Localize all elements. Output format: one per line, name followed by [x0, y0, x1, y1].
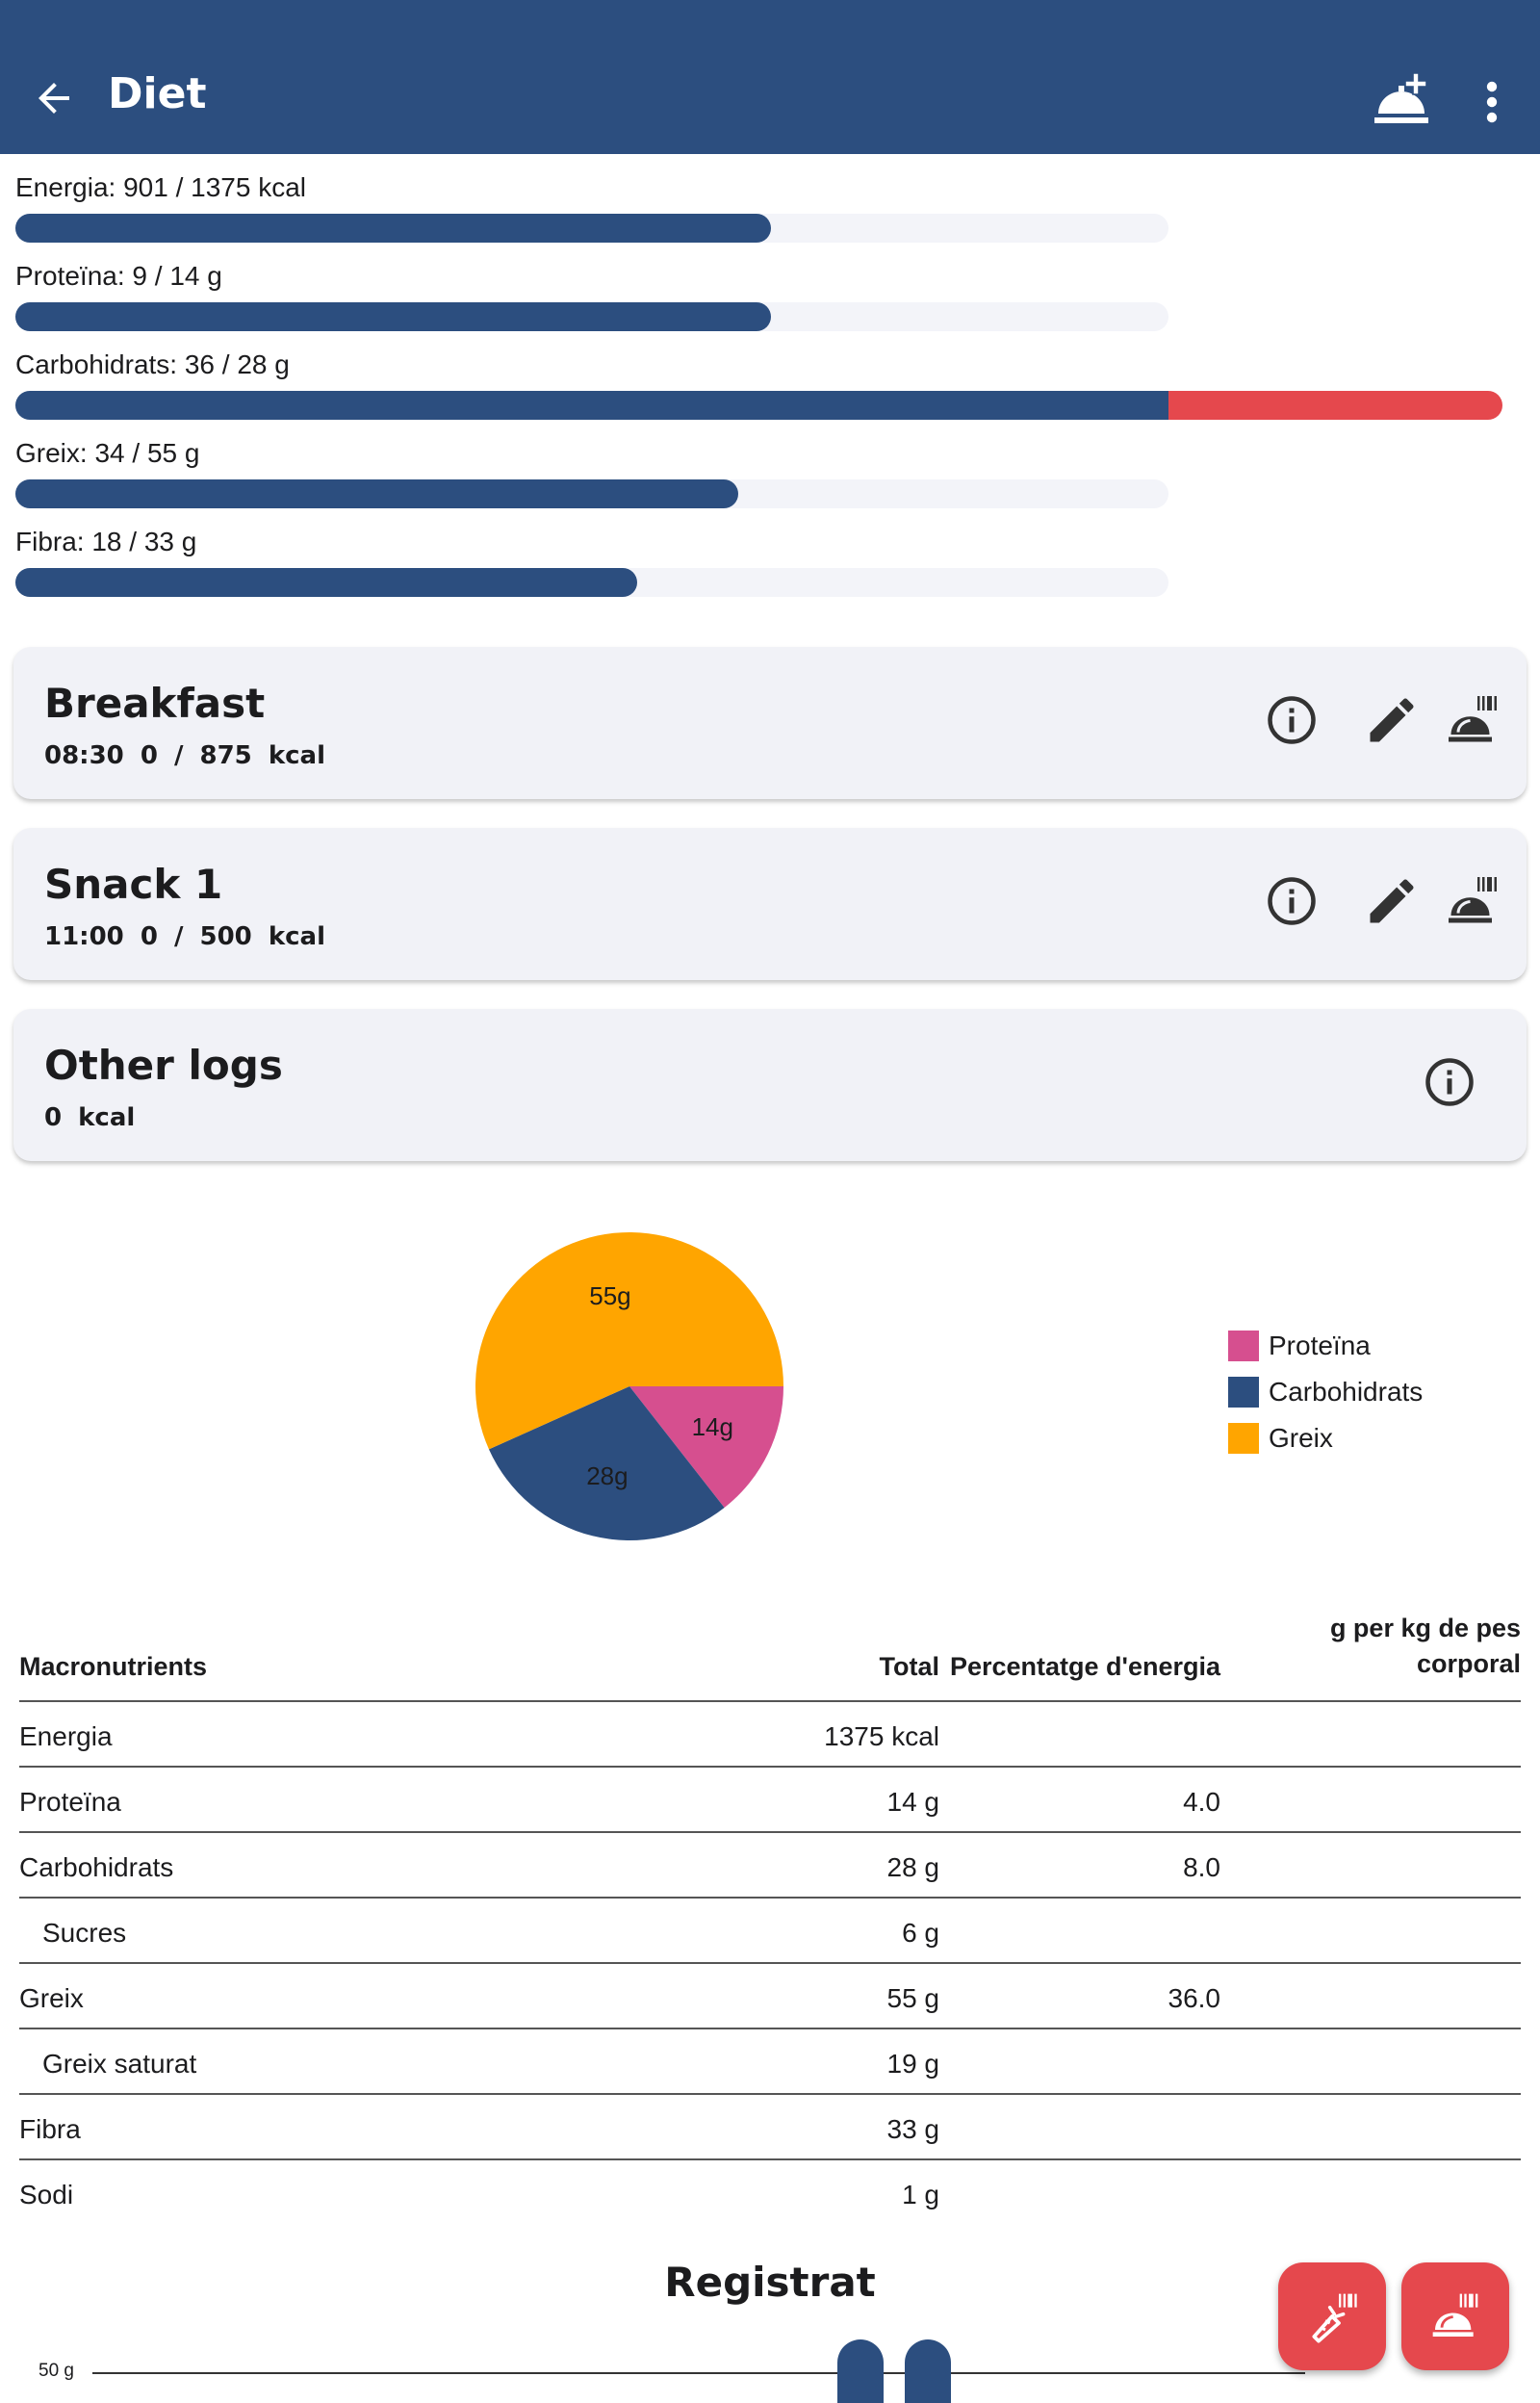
- registered-bar: [905, 2339, 951, 2403]
- row-total: 28 g: [886, 1852, 940, 1882]
- meal-subtitle: 11:00 0 / 500 kcal: [44, 922, 325, 951]
- progress-fat: Greix: 34 / 55 g: [15, 437, 1525, 508]
- edit-pencil-icon[interactable]: [1363, 691, 1421, 749]
- meal-title: Snack 1: [44, 861, 223, 908]
- row-total: 19 g: [886, 2049, 940, 2079]
- log-meal-barcode-icon[interactable]: [1444, 872, 1502, 930]
- row-name: Energia: [19, 1721, 113, 1751]
- progress-energy: Energia: 901 / 1375 kcal: [15, 171, 1525, 243]
- macronutrients-table: Macronutrients Total Percentatge d'energ…: [19, 1600, 1521, 2226]
- progress-label: Proteïna: 9 / 14 g: [15, 261, 222, 291]
- row-name: Proteïna: [19, 1787, 121, 1817]
- table-row: Carbohidrats 28 g 8.0: [19, 1833, 1521, 1899]
- table-row: Fibra 33 g: [19, 2095, 1521, 2160]
- row-name: Greix: [19, 1983, 84, 2013]
- row-total: 1 g: [902, 2180, 939, 2209]
- row-name: Sucres: [42, 1918, 127, 1948]
- table-row: Energia 1375 kcal: [19, 1702, 1521, 1768]
- row-name: Sodi: [19, 2180, 74, 2209]
- registered-bar: [837, 2339, 884, 2403]
- pie-slice-label: 14g: [692, 1412, 733, 1441]
- progress-label: Carbohidrats: 36 / 28 g: [15, 349, 290, 379]
- table-row: Greix 55 g 36.0: [19, 1964, 1521, 2029]
- table-row: Sucres 6 g: [19, 1899, 1521, 1964]
- progress-fill: [15, 479, 739, 508]
- progress-protein: Proteïna: 9 / 14 g: [15, 260, 1525, 331]
- header-per-kg-line2: corporal: [1416, 1649, 1521, 1678]
- progress-label: Fibra: 18 / 33 g: [15, 527, 197, 556]
- carrot-barcode-icon: [1312, 2293, 1357, 2343]
- pie-slice-label: 55g: [589, 1281, 630, 1310]
- header-energy-percentage: Percentatge d'energia: [949, 1652, 1220, 1681]
- legend-swatch: [1228, 1377, 1259, 1408]
- header-per-kg: g per kg de pes corporal: [1330, 1614, 1521, 1679]
- info-icon[interactable]: [1263, 691, 1321, 749]
- pie-slice-label: 28g: [586, 1461, 628, 1490]
- row-total: 33 g: [886, 2114, 940, 2144]
- meal-card-other-logs[interactable]: Other logs 0 kcal: [13, 1009, 1527, 1161]
- info-icon[interactable]: [1421, 1053, 1478, 1111]
- progress-carbs: Carbohidrats: 36 / 28 g: [15, 349, 1525, 420]
- edit-pencil-icon[interactable]: [1363, 872, 1421, 930]
- legend-item-fat: Greix: [1228, 1415, 1423, 1461]
- axis-label: 50 g: [38, 2361, 74, 2381]
- meal-title: Breakfast: [44, 680, 266, 727]
- progress-label: Energia: 901 / 1375 kcal: [15, 172, 306, 202]
- header-macronutrients: Macronutrients: [19, 1652, 208, 1681]
- pie-slice-fat: [475, 1232, 783, 1450]
- table-row: Proteïna 14 g 4.0: [19, 1768, 1521, 1833]
- progress-fill: [15, 214, 771, 243]
- macronutrient-pie-chart: 14g 28g 55g: [475, 1232, 783, 1540]
- row-name: Fibra: [19, 2114, 81, 2144]
- more-vertical-icon[interactable]: [1473, 79, 1511, 125]
- legend-label: Carbohidrats: [1269, 1377, 1424, 1407]
- legend-swatch: [1228, 1331, 1259, 1361]
- header-total: Total: [879, 1652, 940, 1681]
- row-name: Greix saturat: [42, 2049, 197, 2079]
- table-row: Greix saturat 19 g: [19, 2029, 1521, 2095]
- meal-card-breakfast[interactable]: Breakfast 08:30 0 / 875 kcal: [13, 647, 1527, 799]
- log-meal-fab[interactable]: [1401, 2262, 1509, 2370]
- meal-card-snack-1[interactable]: Snack 1 11:00 0 / 500 kcal: [13, 828, 1527, 980]
- pie-legend: Proteïna Carbohidrats Greix: [1228, 1323, 1423, 1461]
- add-meal-icon[interactable]: [1371, 71, 1432, 129]
- legend-item-protein: Proteïna: [1228, 1323, 1423, 1369]
- table-row: Sodi 1 g: [19, 2160, 1521, 2226]
- row-pct: 8.0: [1183, 1852, 1220, 1882]
- registered-section-title: Registrat: [664, 2259, 876, 2306]
- row-name: Carbohidrats: [19, 1852, 174, 1882]
- pie-slice-protein: [629, 1386, 783, 1509]
- row-total: 6 g: [902, 1918, 939, 1948]
- legend-label: Greix: [1269, 1423, 1333, 1453]
- progress-fill: [15, 302, 771, 331]
- log-meal-barcode-icon[interactable]: [1444, 691, 1502, 749]
- pie-slice-carbs: [488, 1386, 725, 1540]
- info-icon[interactable]: [1263, 872, 1321, 930]
- progress-fill: [15, 568, 637, 597]
- axis-line: [92, 2372, 1305, 2374]
- row-total: 14 g: [886, 1787, 940, 1817]
- legend-item-carbs: Carbohidrats: [1228, 1369, 1423, 1415]
- meal-subtitle: 08:30 0 / 875 kcal: [44, 741, 325, 770]
- progress-overflow: [1168, 391, 1503, 420]
- row-pct: 36.0: [1168, 1983, 1221, 2013]
- row-total: 55 g: [886, 1983, 940, 2013]
- header-per-kg-line1: g per kg de pes: [1329, 1614, 1521, 1642]
- page-title: Diet: [108, 69, 207, 118]
- meal-title: Other logs: [44, 1042, 283, 1089]
- app-bar: Diet: [0, 0, 1540, 154]
- progress-label: Greix: 34 / 55 g: [15, 438, 200, 468]
- progress-fill: [15, 391, 1168, 420]
- meal-subtitle: 0 kcal: [44, 1103, 136, 1132]
- row-pct: 4.0: [1183, 1787, 1220, 1817]
- row-total: 1375 kcal: [824, 1721, 939, 1751]
- legend-swatch: [1228, 1423, 1259, 1454]
- progress-fiber: Fibra: 18 / 33 g: [15, 526, 1525, 597]
- back-arrow-icon[interactable]: [31, 75, 77, 121]
- log-food-fab[interactable]: [1278, 2262, 1386, 2370]
- legend-label: Proteïna: [1269, 1331, 1371, 1360]
- table-header: Macronutrients Total Percentatge d'energ…: [19, 1600, 1521, 1702]
- room-service-barcode-icon: [1432, 2293, 1478, 2337]
